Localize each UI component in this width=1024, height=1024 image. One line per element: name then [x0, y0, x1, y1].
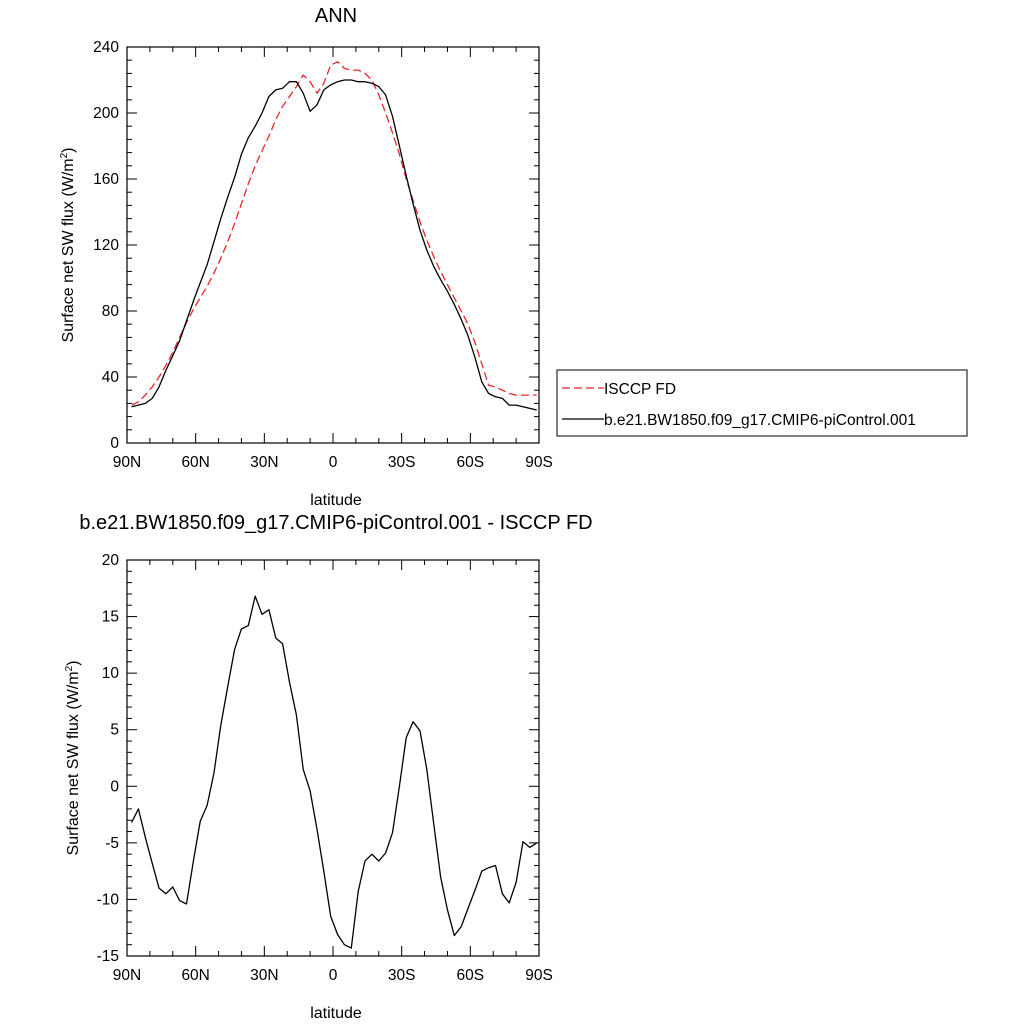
chart-bottom-x-axis-label: latitude — [310, 1005, 362, 1022]
x-tick-label: 90N — [113, 967, 141, 984]
y-tick-label: 10 — [102, 665, 120, 682]
chart-bottom-y-axis-label-close: ) — [65, 661, 82, 666]
y-tick-label: 0 — [110, 778, 119, 795]
chart-top-y-axis-label-text: Surface net SW flux (W/m — [60, 158, 77, 342]
y-tick-label: 15 — [102, 609, 119, 626]
chart-top-y-axis-label-sup: 2 — [59, 152, 70, 158]
chart-top-y-axis-label-close: ) — [60, 148, 77, 153]
chart-top-x-axis-label: latitude — [310, 492, 362, 509]
x-tick-label: 60S — [457, 967, 485, 984]
x-tick-label: 0 — [329, 454, 338, 471]
x-tick-label: 90N — [113, 454, 141, 471]
chart-bottom-title: b.e21.BW1850.f09_g17.CMIP6-piControl.001… — [79, 512, 592, 534]
x-tick-label: 90S — [525, 967, 553, 984]
series-line-top-1 — [131, 79, 537, 411]
y-tick-label: 5 — [110, 722, 119, 739]
chart-bottom-plot-frame — [126, 559, 540, 957]
chart-top-title: ANN — [315, 5, 357, 27]
x-tick-label: 30S — [388, 454, 416, 471]
y-tick-label: 200 — [93, 105, 119, 122]
chart-top-plot-frame — [126, 46, 540, 444]
chart-bottom-ticks — [126, 559, 540, 957]
chart-top-legend: ISCCP FD b.e21.BW1850.f09_g17.CMIP6-piCo… — [556, 369, 968, 437]
chart-top-series — [131, 61, 537, 411]
y-tick-label: 40 — [102, 369, 120, 386]
x-tick-label: 0 — [329, 967, 338, 984]
chart-bottom: b.e21.BW1850.f09_g17.CMIP6-piControl.001… — [64, 512, 593, 1022]
chart-bottom-y-axis-label-text: Surface net SW flux (W/m — [65, 671, 82, 855]
y-tick-label: -15 — [97, 948, 119, 965]
chart-bottom-y-axis-label: Surface net SW flux (W/m2) — [64, 661, 82, 856]
chart-top-x-tick-labels: 90N 60N 30N 0 30S 60S 90S — [113, 454, 553, 471]
y-tick-label: -5 — [105, 835, 119, 852]
chart-top-ticks — [126, 46, 540, 444]
y-tick-label: 240 — [93, 39, 119, 56]
legend-label-isccp: ISCCP FD — [604, 381, 676, 398]
y-tick-label: 20 — [102, 552, 120, 569]
chart-bottom-y-tick-labels: -15 -10 -5 0 5 10 15 20 — [97, 552, 120, 965]
x-tick-label: 60N — [181, 454, 209, 471]
legend-label-model: b.e21.BW1850.f09_g17.CMIP6-piControl.001 — [604, 412, 916, 429]
series-line-top-0 — [131, 61, 537, 406]
x-tick-label: 60N — [181, 967, 209, 984]
chart-top-y-tick-labels: 0 40 80 120 160 200 240 — [93, 39, 119, 452]
y-tick-label: 160 — [93, 171, 119, 188]
legend-box — [556, 369, 968, 437]
chart-bottom-x-tick-labels: 90N 60N 30N 0 30S 60S 90S — [113, 967, 553, 984]
y-tick-label: -10 — [97, 891, 120, 908]
chart-bottom-y-axis-label-sup: 2 — [64, 665, 75, 671]
chart-bottom-series — [131, 595, 538, 949]
x-tick-label: 30S — [388, 967, 416, 984]
x-tick-label: 90S — [525, 454, 553, 471]
series-line-bottom-0 — [131, 595, 538, 949]
x-tick-label: 30N — [250, 454, 278, 471]
x-tick-label: 30N — [250, 967, 278, 984]
y-tick-label: 0 — [110, 435, 119, 452]
chart-top-y-axis-label: Surface net SW flux (W/m2) — [59, 148, 77, 343]
y-tick-label: 120 — [93, 237, 119, 254]
x-tick-label: 60S — [457, 454, 485, 471]
y-tick-label: 80 — [102, 303, 120, 320]
